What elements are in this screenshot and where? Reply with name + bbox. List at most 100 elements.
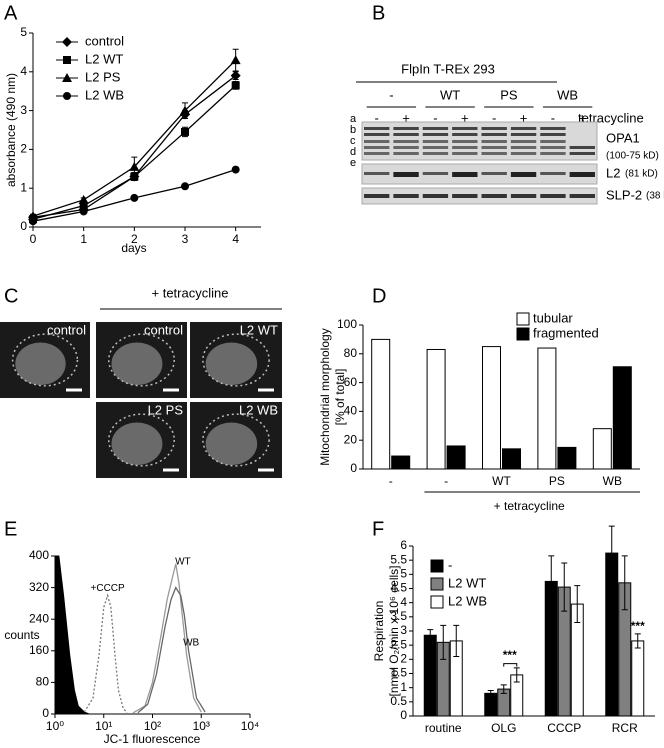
cell — [205, 342, 258, 386]
bar — [502, 448, 521, 470]
legend-swatch — [516, 327, 530, 341]
y-tick-label: 0 — [350, 461, 357, 475]
blot-band — [452, 127, 478, 130]
blot-band — [422, 194, 449, 198]
y-axis-label: absorbance (490 nm) — [4, 73, 18, 187]
panel-label: A — [4, 2, 18, 24]
x-tick-label: 2 — [131, 232, 138, 246]
blot-band — [540, 172, 566, 175]
legend-marker — [63, 92, 71, 100]
blot-row-name: OPA1 — [606, 130, 640, 145]
blot-band — [393, 127, 419, 130]
bar — [482, 346, 501, 470]
blot-band — [393, 152, 419, 155]
x-tick-label: 10⁴ — [241, 719, 260, 733]
bar — [426, 348, 446, 470]
blot-lane: - — [551, 110, 555, 125]
micrograph-treatment: + tetracycline — [152, 285, 229, 300]
blot-band — [569, 146, 595, 149]
blot-band — [364, 146, 390, 149]
annotation: +CCCP — [91, 583, 126, 594]
blot-band — [481, 172, 507, 175]
blot-band — [364, 140, 390, 143]
panel-label: B — [372, 2, 385, 24]
y-tick-label: 3 — [400, 623, 407, 637]
x-tick-label: OLG — [491, 721, 516, 735]
x-tick-label: 10⁰ — [46, 719, 64, 733]
error-bar — [548, 555, 555, 608]
blot-band — [540, 146, 566, 149]
marker — [181, 182, 189, 191]
annotation: WT — [175, 557, 191, 568]
blot-lane: - — [433, 110, 437, 125]
error-bar — [608, 525, 615, 581]
blot-band — [393, 140, 419, 143]
panel-label: C — [4, 285, 18, 307]
error-bar — [440, 624, 447, 660]
y-axis-label: Respiration — [372, 601, 386, 662]
x-axis-label: days — [121, 241, 146, 255]
error-bar — [500, 684, 507, 694]
y-tick-label: 0 — [400, 708, 407, 722]
blot-band — [481, 133, 507, 136]
y-tick-label: 2.5 — [390, 637, 407, 651]
x-tick-label: routine — [425, 721, 462, 735]
cell — [111, 422, 163, 466]
cell — [11, 333, 79, 387]
blot-band — [510, 152, 537, 155]
y-tick-label: 2 — [400, 652, 407, 666]
y-tick-label: 0 — [42, 706, 49, 720]
y-axis-label: Mitochondrial morphology — [318, 328, 332, 465]
error-bar — [487, 690, 494, 697]
blot-band — [481, 140, 507, 143]
legend-swatch — [430, 595, 444, 609]
marker — [231, 81, 240, 90]
blot-group: WB — [557, 87, 578, 102]
legend-label: L2 WB — [85, 87, 124, 102]
legend-marker — [63, 56, 71, 64]
blot-band — [452, 133, 478, 136]
blot-band — [452, 172, 478, 177]
x-tick-label: 3 — [182, 232, 189, 246]
y-tick-label: 0.5 — [390, 694, 407, 708]
blot-band — [569, 194, 595, 198]
legend-label: L2 WB — [448, 593, 487, 608]
blot-band — [422, 133, 449, 136]
marker — [28, 211, 38, 221]
micrograph-label: control — [144, 322, 183, 337]
y-tick-label: 3 — [20, 103, 27, 117]
y-tick-label: 5.5 — [390, 552, 407, 566]
x-tick-label: 10¹ — [95, 719, 112, 733]
bar — [537, 347, 557, 470]
marker — [231, 165, 240, 174]
band-letter: c — [350, 135, 356, 147]
marker — [230, 70, 241, 81]
error-bar — [453, 624, 460, 657]
marker — [29, 217, 37, 226]
blot-lane: - — [492, 110, 496, 125]
cell — [107, 333, 176, 387]
band-letter: d — [350, 146, 356, 158]
legend-swatch — [430, 577, 444, 591]
bar — [631, 640, 645, 717]
blot-band — [569, 152, 595, 155]
y-axis-label: [nmol O₂/min x 10⁶ cells] — [387, 566, 401, 697]
blot-lane: - — [375, 110, 379, 125]
error-bar — [513, 667, 520, 683]
y-tick-label: 1 — [400, 680, 407, 694]
x-tick-label: WT — [492, 474, 511, 488]
cell — [205, 422, 258, 466]
y-tick-label: 4 — [20, 64, 27, 78]
blot-band — [422, 127, 449, 130]
cell — [107, 413, 176, 467]
micrograph-label: L2 PS — [148, 402, 184, 417]
blot-strip — [361, 163, 598, 185]
series-line — [83, 593, 128, 714]
blot-row-size: (38 kD) — [646, 191, 664, 202]
cell — [111, 342, 163, 386]
annotation: WB — [183, 638, 199, 649]
annotation: *** — [503, 648, 517, 662]
blot-band — [364, 172, 390, 175]
blot-band — [364, 194, 390, 198]
blot-band — [393, 133, 419, 136]
